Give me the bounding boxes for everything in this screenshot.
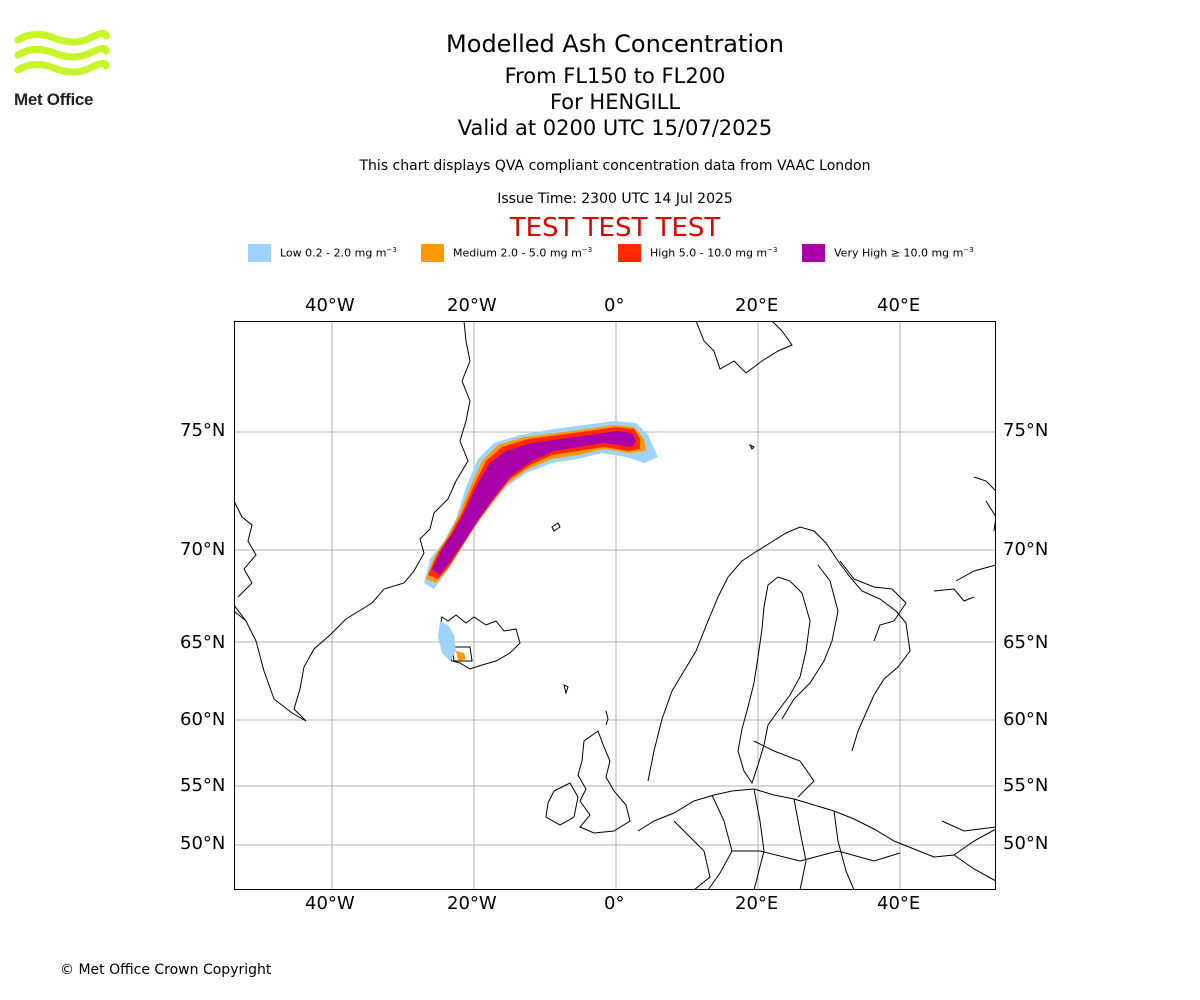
lat-label-right-55n: 55°N xyxy=(1003,775,1049,796)
volcano-name: For HENGILL xyxy=(549,90,681,114)
ash-plume xyxy=(424,421,658,661)
lat-label-right-60n: 60°N xyxy=(1003,709,1049,730)
test-banner: TEST TEST TEST xyxy=(509,213,721,243)
lat-label-right-75n: 75°N xyxy=(1003,420,1049,441)
ash-medium-iceland xyxy=(456,651,466,661)
lat-label-left-70n: 70°N xyxy=(180,539,226,560)
lon-label-top-40e: 40°E xyxy=(877,295,921,316)
lat-label-left-65n: 65°N xyxy=(180,632,226,653)
legend-item-medium: Medium 2.0 - 5.0 mg m−3 xyxy=(421,244,592,262)
uk-coast xyxy=(577,730,631,834)
ash-concentration-map xyxy=(234,321,996,890)
legend-swatch-low xyxy=(248,244,271,262)
ireland-coast xyxy=(545,782,579,826)
ash-very-high xyxy=(432,431,636,575)
lon-label-top-40w: 40°W xyxy=(305,295,355,316)
coastlines xyxy=(234,321,996,890)
chart-title-details: From FL150 to FL200 For HENGILL Valid at… xyxy=(0,63,1200,141)
flight-levels: From FL150 to FL200 xyxy=(504,64,726,88)
met-office-logo: Met Office xyxy=(14,29,110,112)
lat-label-left-50n: 50°N xyxy=(180,833,226,854)
lon-label-bottom-40w: 40°W xyxy=(305,893,355,914)
lat-label-right-65n: 65°N xyxy=(1003,632,1049,653)
europe-coast xyxy=(637,788,996,858)
lat-label-left-55n: 55°N xyxy=(180,775,226,796)
lon-label-bottom-20e: 20°E xyxy=(735,893,779,914)
legend-label-very-high: Very High ≥ 10.0 mg m−3 xyxy=(834,246,974,260)
lon-label-bottom-40e: 40°E xyxy=(877,893,921,914)
legend-swatch-high xyxy=(618,244,641,262)
lon-label-top-20w: 20°W xyxy=(447,295,497,316)
greenland-coast xyxy=(234,321,471,722)
copyright: © Met Office Crown Copyright xyxy=(60,962,272,978)
legend-label-high: High 5.0 - 10.0 mg m−3 xyxy=(650,246,778,260)
lat-label-left-75n: 75°N xyxy=(180,420,226,441)
chart-title: Modelled Ash Concentration xyxy=(446,30,784,58)
chart-subtitle: This chart displays QVA compliant concen… xyxy=(359,158,871,174)
ash-low-iceland xyxy=(438,621,456,661)
valid-time: Valid at 0200 UTC 15/07/2025 xyxy=(457,116,773,140)
legend-swatch-very-high xyxy=(802,244,825,262)
map-border xyxy=(234,321,996,890)
lon-label-bottom-0: 0° xyxy=(604,893,625,914)
legend-item-very-high: Very High ≥ 10.0 mg m−3 xyxy=(802,244,974,262)
logo-text: Met Office xyxy=(14,90,94,109)
lon-label-bottom-20w: 20°W xyxy=(447,893,497,914)
ash-medium xyxy=(426,425,646,583)
lon-label-top-0: 0° xyxy=(604,295,625,316)
legend-swatch-medium xyxy=(421,244,444,262)
legend-label-medium: Medium 2.0 - 5.0 mg m−3 xyxy=(453,246,593,260)
legend-item-high: High 5.0 - 10.0 mg m−3 xyxy=(618,244,777,262)
svalbard-coast xyxy=(695,321,793,374)
scandinavia-coast xyxy=(647,526,911,782)
lon-label-top-20e: 20°E xyxy=(735,295,779,316)
legend-item-low: Low 0.2 - 2.0 mg m−3 xyxy=(248,244,397,262)
met-office-waves-icon xyxy=(14,29,110,76)
lat-label-right-50n: 50°N xyxy=(1003,833,1049,854)
lat-label-left-60n: 60°N xyxy=(180,709,226,730)
legend-label-low: Low 0.2 - 2.0 mg m−3 xyxy=(280,246,397,260)
lat-label-right-70n: 70°N xyxy=(1003,539,1049,560)
map-gridlines xyxy=(234,321,996,890)
issue-time: Issue Time: 2300 UTC 14 Jul 2025 xyxy=(497,191,733,207)
legend: Low 0.2 - 2.0 mg m−3 Medium 2.0 - 5.0 mg… xyxy=(0,244,1200,264)
